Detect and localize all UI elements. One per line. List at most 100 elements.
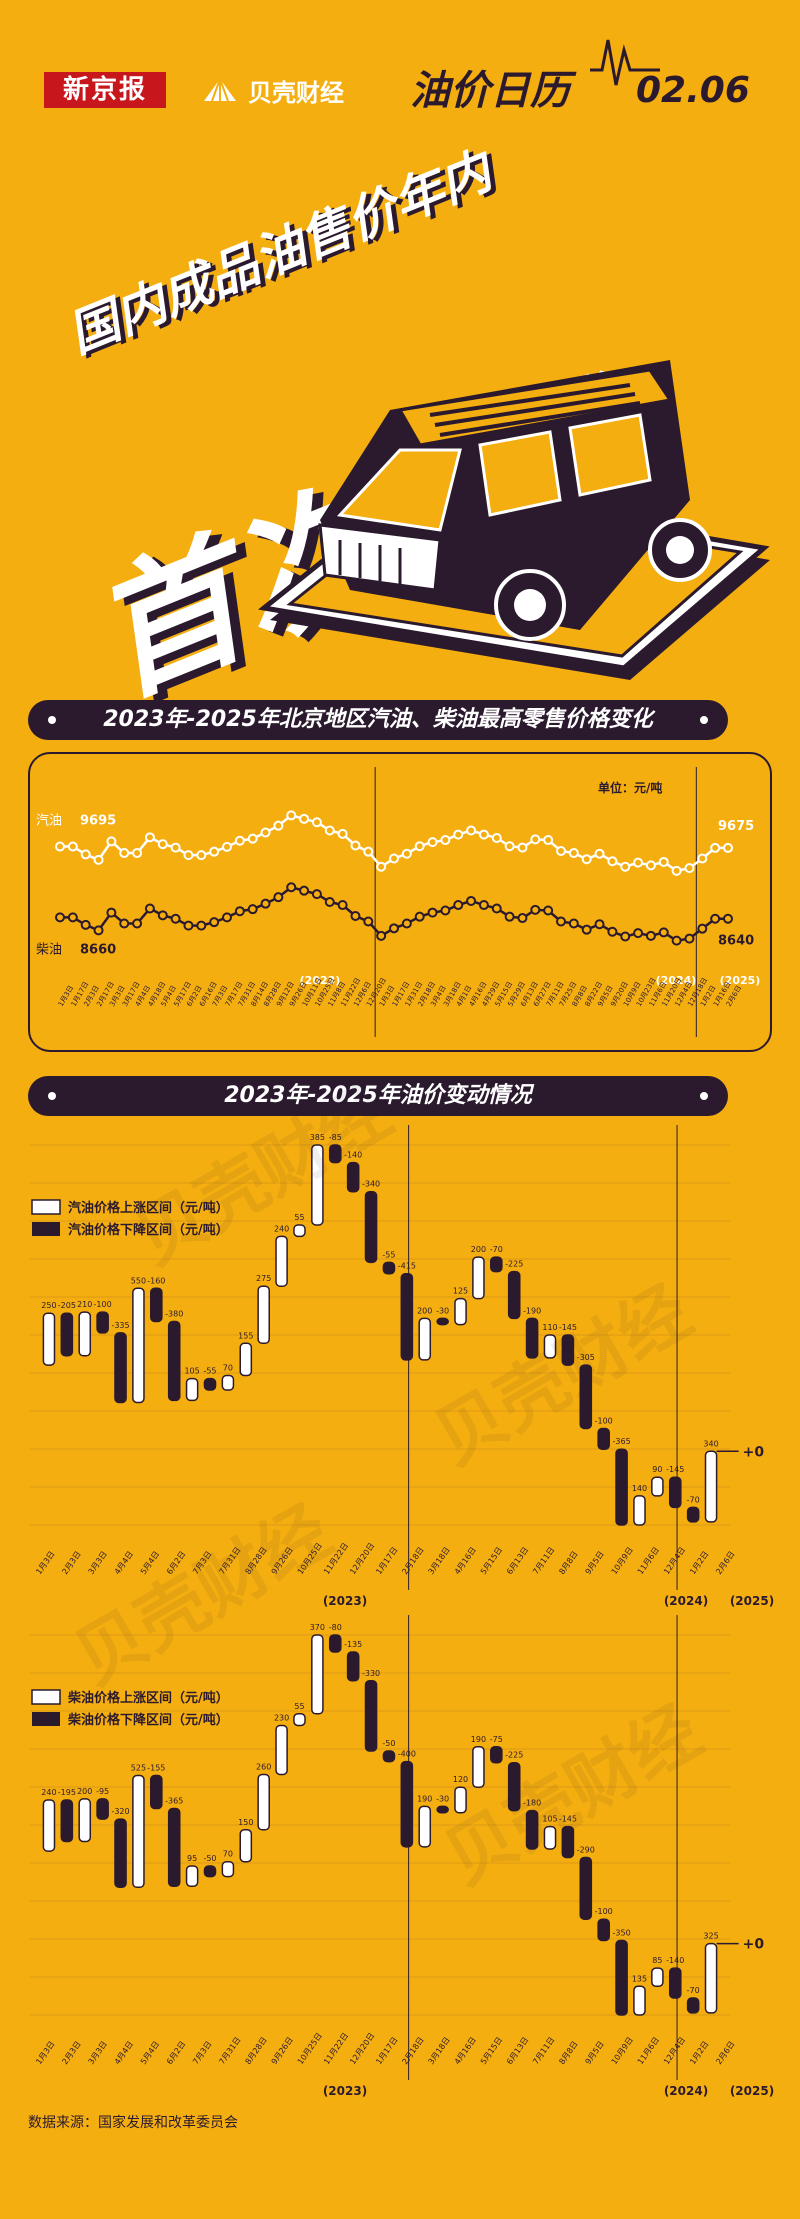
bar-value-label: -85: [329, 1133, 342, 1142]
x-tick-label: 8月28日: [243, 2035, 268, 2066]
data-point: [209, 846, 220, 857]
bar-rise: [418, 1805, 432, 1848]
x-tick-label: 12月4日: [662, 1545, 687, 1576]
x-tick-label: 6月13日: [505, 2035, 530, 2066]
bar-rise: [257, 1285, 270, 1345]
data-point: [453, 829, 464, 840]
bar-rise: [704, 1942, 718, 2014]
bar-rise: [42, 1799, 56, 1852]
bar-value-label: 110: [542, 1323, 557, 1332]
year-label: (2024): [664, 2084, 708, 2098]
data-point: [93, 854, 104, 865]
bar-fall: [382, 1750, 396, 1763]
data-point: [517, 913, 528, 924]
data-point: [247, 833, 258, 844]
x-tick-label: 12月20日: [348, 2031, 376, 2066]
data-point: [645, 860, 656, 871]
data-point: [427, 837, 438, 848]
data-point: [376, 930, 387, 941]
data-point: [620, 931, 631, 942]
data-point: [55, 841, 65, 852]
bar-rise: [185, 1377, 199, 1402]
data-point: [337, 900, 348, 911]
bar-rise: [185, 1865, 199, 1887]
bar-fall: [346, 1161, 360, 1193]
x-tick-label: 9月5日: [583, 1550, 605, 1577]
data-point: [234, 906, 245, 917]
bar-fall: [167, 1320, 181, 1402]
bar-value-label: -140: [666, 1956, 684, 1965]
bar-value-label: 155: [238, 1331, 253, 1340]
x-tick-label: 9月26日: [270, 2035, 295, 2066]
section-title-text: 2023年-2025年北京地区汽油、柴油最高零售价格变化: [103, 707, 653, 732]
x-tick-label: 6月13日: [505, 1545, 530, 1576]
data-point: [311, 889, 322, 900]
x-tick-label: 4月4日: [113, 2040, 135, 2067]
bar-value-label: -195: [58, 1788, 76, 1797]
bar-fall: [525, 1317, 539, 1359]
pulse-line-icon: [590, 39, 660, 86]
bar-value-label: 240: [274, 1224, 289, 1233]
bar-fall: [60, 1799, 74, 1843]
data-point: [723, 913, 733, 924]
data-point: [157, 910, 168, 921]
bar-rise: [78, 1798, 92, 1843]
bar-rise: [78, 1311, 92, 1357]
calendar-title: 油价日历: [410, 68, 570, 114]
data-point: [260, 827, 271, 838]
data-point: [273, 820, 284, 831]
bar-value-label: 550: [131, 1276, 146, 1285]
data-point: [93, 925, 104, 936]
bar-fall: [328, 1144, 342, 1164]
bar-value-label: -225: [505, 1751, 523, 1760]
data-point: [530, 834, 541, 845]
bullet-dot: [48, 716, 56, 724]
bar-rise: [651, 1476, 664, 1497]
bar-value-label: 135: [632, 1974, 647, 1983]
data-point: [607, 926, 618, 937]
bar-rise: [704, 1450, 718, 1523]
bar-rise: [239, 1342, 253, 1377]
bar-value-label: -100: [94, 1300, 112, 1309]
data-point: [401, 918, 412, 929]
data-point: [697, 923, 708, 934]
bar-value-label: -30: [436, 1794, 449, 1803]
bar-fall: [382, 1261, 396, 1275]
data-point: [723, 842, 733, 853]
data-point: [299, 813, 310, 824]
bar-value-label: -190: [523, 1306, 541, 1315]
data-point: [106, 907, 117, 918]
year-label: (2023): [323, 2084, 367, 2098]
data-point: [684, 863, 695, 874]
data-point: [543, 835, 554, 846]
data-point: [209, 917, 220, 928]
data-point: [157, 839, 168, 850]
data-point: [170, 913, 181, 924]
series-name: 柴油: [36, 942, 62, 957]
x-tick-label: 8月8日: [557, 1550, 579, 1577]
data-point: [247, 904, 258, 915]
data-point: [196, 920, 207, 931]
bar-rise: [543, 1334, 557, 1359]
x-tick-label: 12月20日: [348, 1541, 376, 1576]
bar-rise: [132, 1287, 145, 1404]
bar-value-label: 230: [274, 1713, 289, 1722]
bar-value-label: -55: [203, 1367, 216, 1376]
x-tick-label: 2月3日: [60, 2040, 82, 2067]
data-point: [658, 856, 669, 867]
bar-rise: [239, 1829, 253, 1863]
bar-value-label: 55: [294, 1702, 304, 1711]
data-point: [234, 835, 245, 846]
bar-fall: [436, 1317, 449, 1326]
newspaper-logo: 新京报: [44, 72, 166, 108]
data-point: [414, 841, 425, 852]
x-tick-label: 3月18日: [427, 2035, 452, 2066]
bar-fall: [203, 1377, 217, 1391]
legend-label-fall: 汽油价格下降区间（元/吨）: [68, 1222, 229, 1238]
bar-fall: [150, 1287, 163, 1323]
bar-value-label: 240: [41, 1788, 56, 1797]
bar-value-label: 70: [223, 1363, 233, 1372]
data-source: 数据来源：国家发展和改革委员会: [28, 2115, 238, 2131]
x-tick-label: 8月8日: [557, 2040, 579, 2067]
bar-fall: [60, 1312, 74, 1357]
